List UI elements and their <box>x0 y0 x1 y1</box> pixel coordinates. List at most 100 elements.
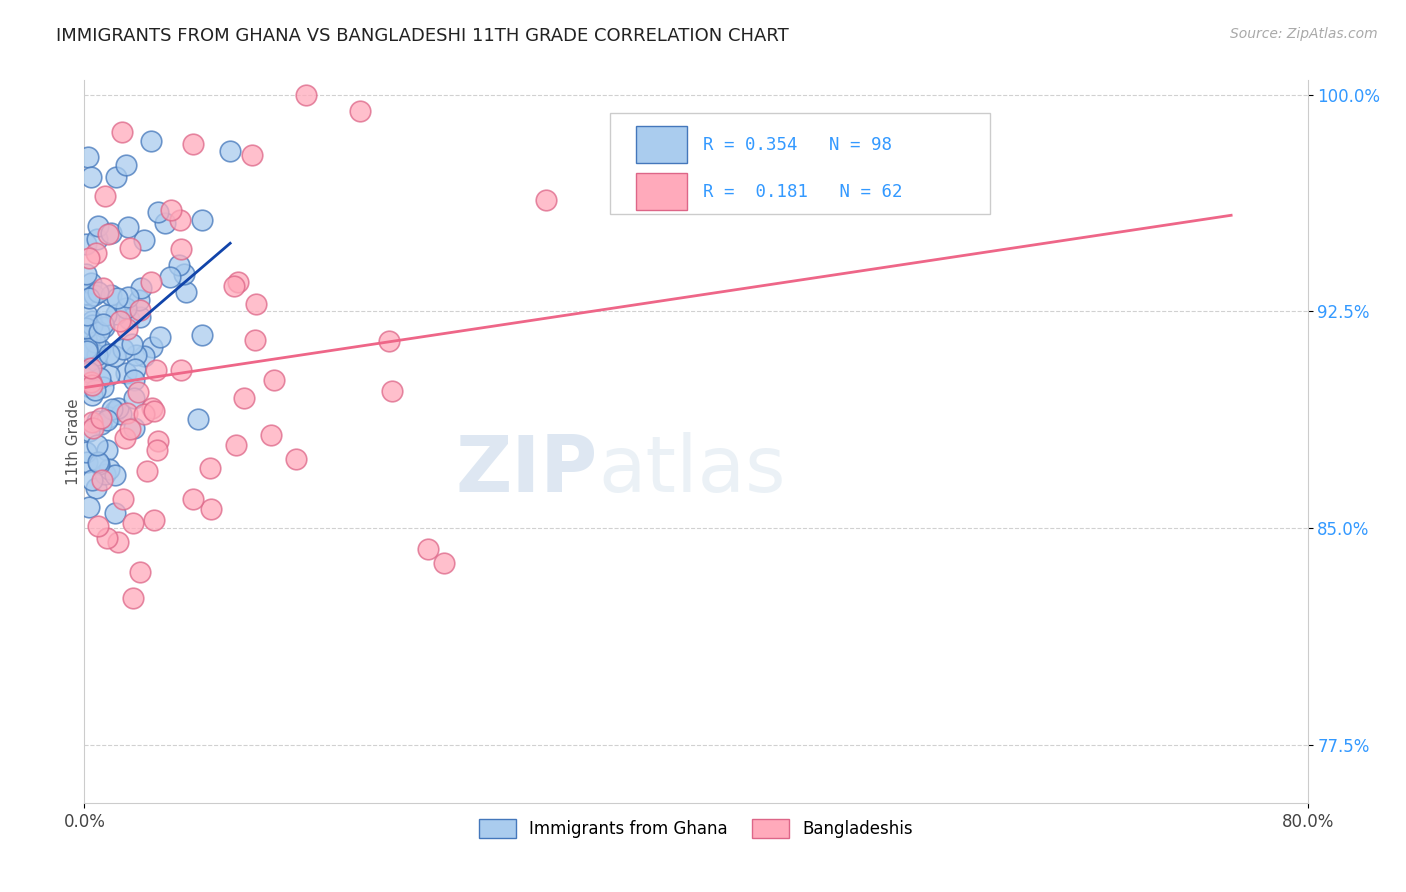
Point <box>169 213 191 227</box>
Point <box>84 481 107 495</box>
Point <box>94 467 117 482</box>
Point <box>107 535 129 549</box>
Point <box>105 291 128 305</box>
Point <box>100 287 122 301</box>
Point <box>96 413 118 427</box>
Point <box>76 343 98 358</box>
Point <box>76 342 98 356</box>
Point <box>219 145 242 159</box>
Text: ZIP: ZIP <box>456 433 598 508</box>
Point <box>117 322 139 336</box>
Point <box>86 219 108 233</box>
Point <box>121 591 143 605</box>
Point <box>103 349 125 363</box>
Point <box>90 411 112 425</box>
Point <box>122 373 145 387</box>
Point <box>77 365 100 379</box>
Point <box>110 314 132 328</box>
Point <box>110 407 132 421</box>
FancyBboxPatch shape <box>636 173 688 211</box>
Point <box>170 242 193 256</box>
Text: atlas: atlas <box>598 433 786 508</box>
Point <box>129 565 152 579</box>
Point <box>80 351 103 365</box>
Point <box>146 434 169 448</box>
Point <box>146 205 169 219</box>
Point <box>91 473 114 487</box>
FancyBboxPatch shape <box>610 112 990 214</box>
Point <box>124 362 146 376</box>
Point <box>170 362 193 376</box>
Point <box>75 330 97 344</box>
FancyBboxPatch shape <box>636 126 688 163</box>
Point <box>117 290 139 304</box>
Point <box>121 336 143 351</box>
Point <box>87 455 110 469</box>
Point <box>80 169 103 184</box>
Point <box>141 275 163 289</box>
Point <box>84 335 107 350</box>
Point <box>98 368 121 383</box>
Point <box>91 280 114 294</box>
Point <box>76 342 98 356</box>
Point <box>89 343 111 357</box>
Point <box>129 310 152 324</box>
Point <box>79 375 101 389</box>
Point <box>93 189 115 203</box>
Point <box>97 410 120 425</box>
Point <box>141 401 163 415</box>
Point <box>112 342 135 356</box>
Point <box>89 370 111 384</box>
Point <box>84 354 107 368</box>
Point <box>112 491 135 506</box>
Point <box>84 383 107 397</box>
Point <box>90 417 112 431</box>
Point <box>98 461 121 475</box>
Point <box>94 308 117 322</box>
Point <box>191 213 214 227</box>
Point <box>378 334 401 349</box>
Point <box>79 500 101 515</box>
Point <box>84 246 107 260</box>
Point <box>260 427 283 442</box>
Point <box>75 444 97 458</box>
Point <box>79 330 101 344</box>
Point <box>79 339 101 353</box>
Point <box>86 349 108 363</box>
Point <box>91 318 114 332</box>
Point <box>114 432 136 446</box>
Point <box>129 280 152 294</box>
Point <box>107 401 129 416</box>
Point <box>134 349 156 363</box>
Point <box>87 518 110 533</box>
Point <box>114 301 136 315</box>
Point <box>104 404 127 418</box>
Point <box>181 137 204 152</box>
Point <box>141 340 163 354</box>
Point <box>145 363 167 377</box>
Point <box>104 468 127 483</box>
Point <box>77 291 100 305</box>
Point <box>191 327 214 342</box>
Point <box>132 407 155 421</box>
Point <box>132 233 155 247</box>
Point <box>93 319 115 334</box>
Point <box>75 236 97 251</box>
Point <box>86 232 108 246</box>
Text: R =  0.181   N = 62: R = 0.181 N = 62 <box>703 183 903 201</box>
Point <box>114 366 136 380</box>
Point <box>77 424 100 438</box>
Point <box>122 421 145 435</box>
Point <box>76 308 98 322</box>
Point <box>79 361 101 376</box>
Point <box>153 216 176 230</box>
Point <box>125 348 148 362</box>
Point <box>159 269 181 284</box>
Point <box>110 125 132 139</box>
Point <box>200 501 222 516</box>
Point <box>77 252 100 266</box>
Point <box>105 307 128 321</box>
Point <box>86 285 108 299</box>
Point <box>76 150 98 164</box>
Point <box>104 506 127 520</box>
